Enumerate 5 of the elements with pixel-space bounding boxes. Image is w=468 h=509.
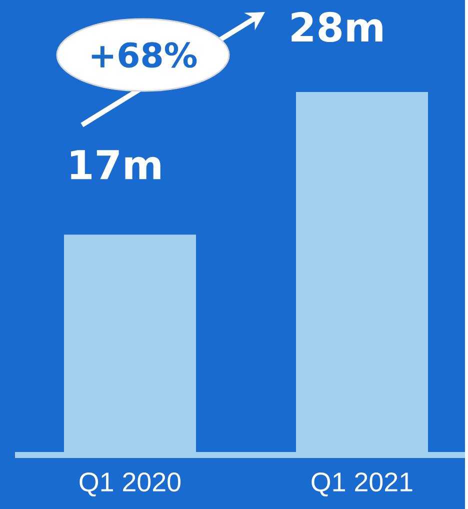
x-tick-label: Q1 2021 bbox=[312, 472, 412, 496]
x-tick-label: Q1 2020 bbox=[80, 472, 181, 496]
text: +68% bbox=[92, 42, 197, 68]
data-label: 28m bbox=[292, 12, 382, 42]
data-label: 17m bbox=[71, 150, 160, 180]
